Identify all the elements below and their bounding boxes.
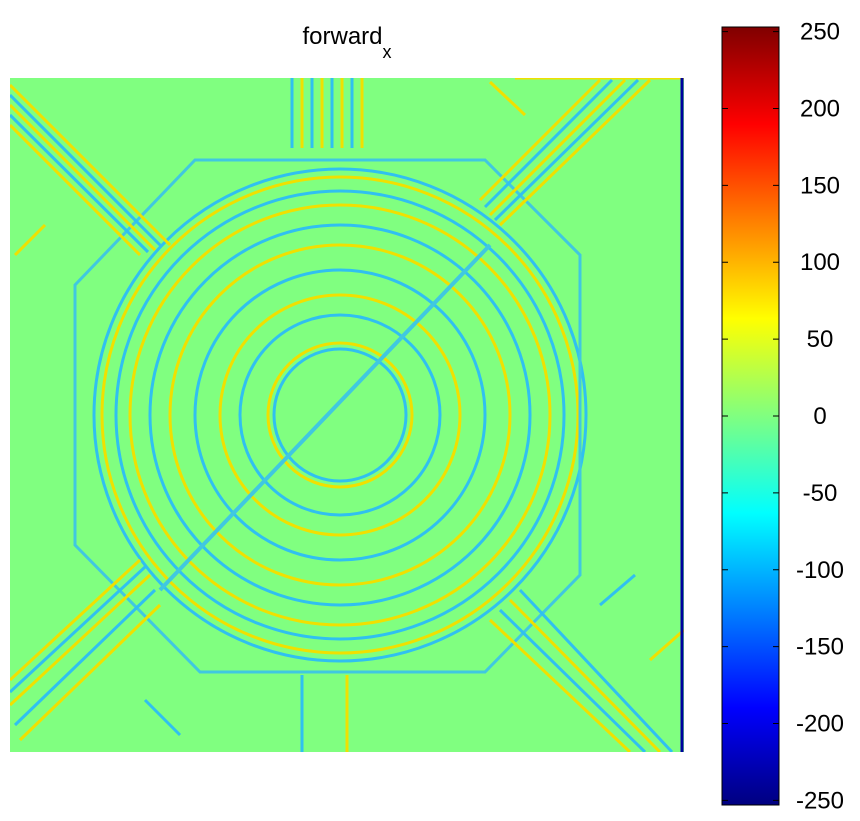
colorbar-tick-label: 200	[800, 95, 840, 122]
colorbar-tick-label: -200	[796, 711, 844, 738]
colorbar-tick-label: -250	[796, 787, 844, 814]
title-main: forward	[302, 23, 382, 50]
figure: forwardx 250 200 150 100 50 0 -50 -100 -150 -200 -…	[0, 0, 860, 816]
colorbar-tick-label: 250	[800, 19, 840, 46]
colorbar-tick-label: 50	[807, 326, 834, 353]
colorbar-tick-label: 150	[800, 172, 840, 199]
colorbar-tick-label: -100	[796, 557, 844, 584]
colorbar-tick-label: -150	[796, 634, 844, 661]
heatmap-image	[10, 78, 684, 752]
chart-title: forwardx	[302, 23, 391, 62]
title-subscript: x	[383, 42, 392, 62]
colorbar-tick-label: 100	[800, 249, 840, 276]
colorbar	[722, 27, 779, 805]
colorbar-tick-label: -50	[803, 480, 838, 507]
colorbar-tick-label: 0	[813, 403, 826, 430]
